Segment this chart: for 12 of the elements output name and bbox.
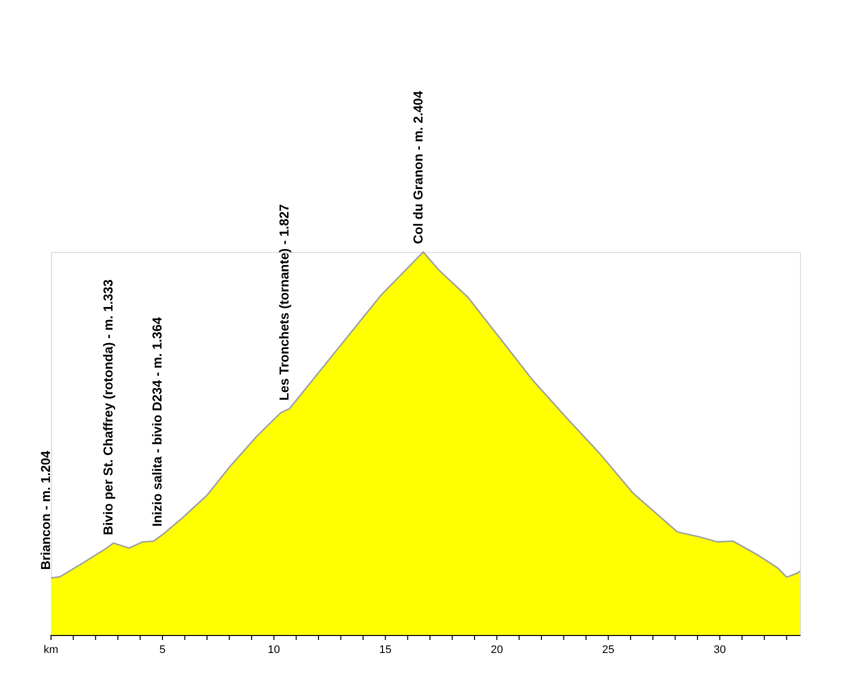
annotation: Col du Granon - m. 2.404	[410, 90, 426, 244]
annotation: Briancon - m. 1.204	[38, 450, 53, 570]
x-tick-label: 30	[714, 644, 726, 656]
annotation: Les Tronchets (tornante) - 1.827	[276, 204, 292, 401]
annotation: Inizio salita - bivio D234 - m. 1.364	[149, 316, 164, 527]
x-tick-label: 5	[159, 644, 166, 656]
x-tick-label: km	[44, 644, 58, 656]
x-tick-label: 25	[602, 644, 614, 656]
annotation: Bivio per St. Chaffrey (rotonda) - m. 1.333	[100, 279, 116, 536]
x-tick-label: 10	[268, 644, 280, 656]
x-tick-label: 20	[490, 644, 503, 656]
x-tick-label: 15	[379, 644, 392, 656]
